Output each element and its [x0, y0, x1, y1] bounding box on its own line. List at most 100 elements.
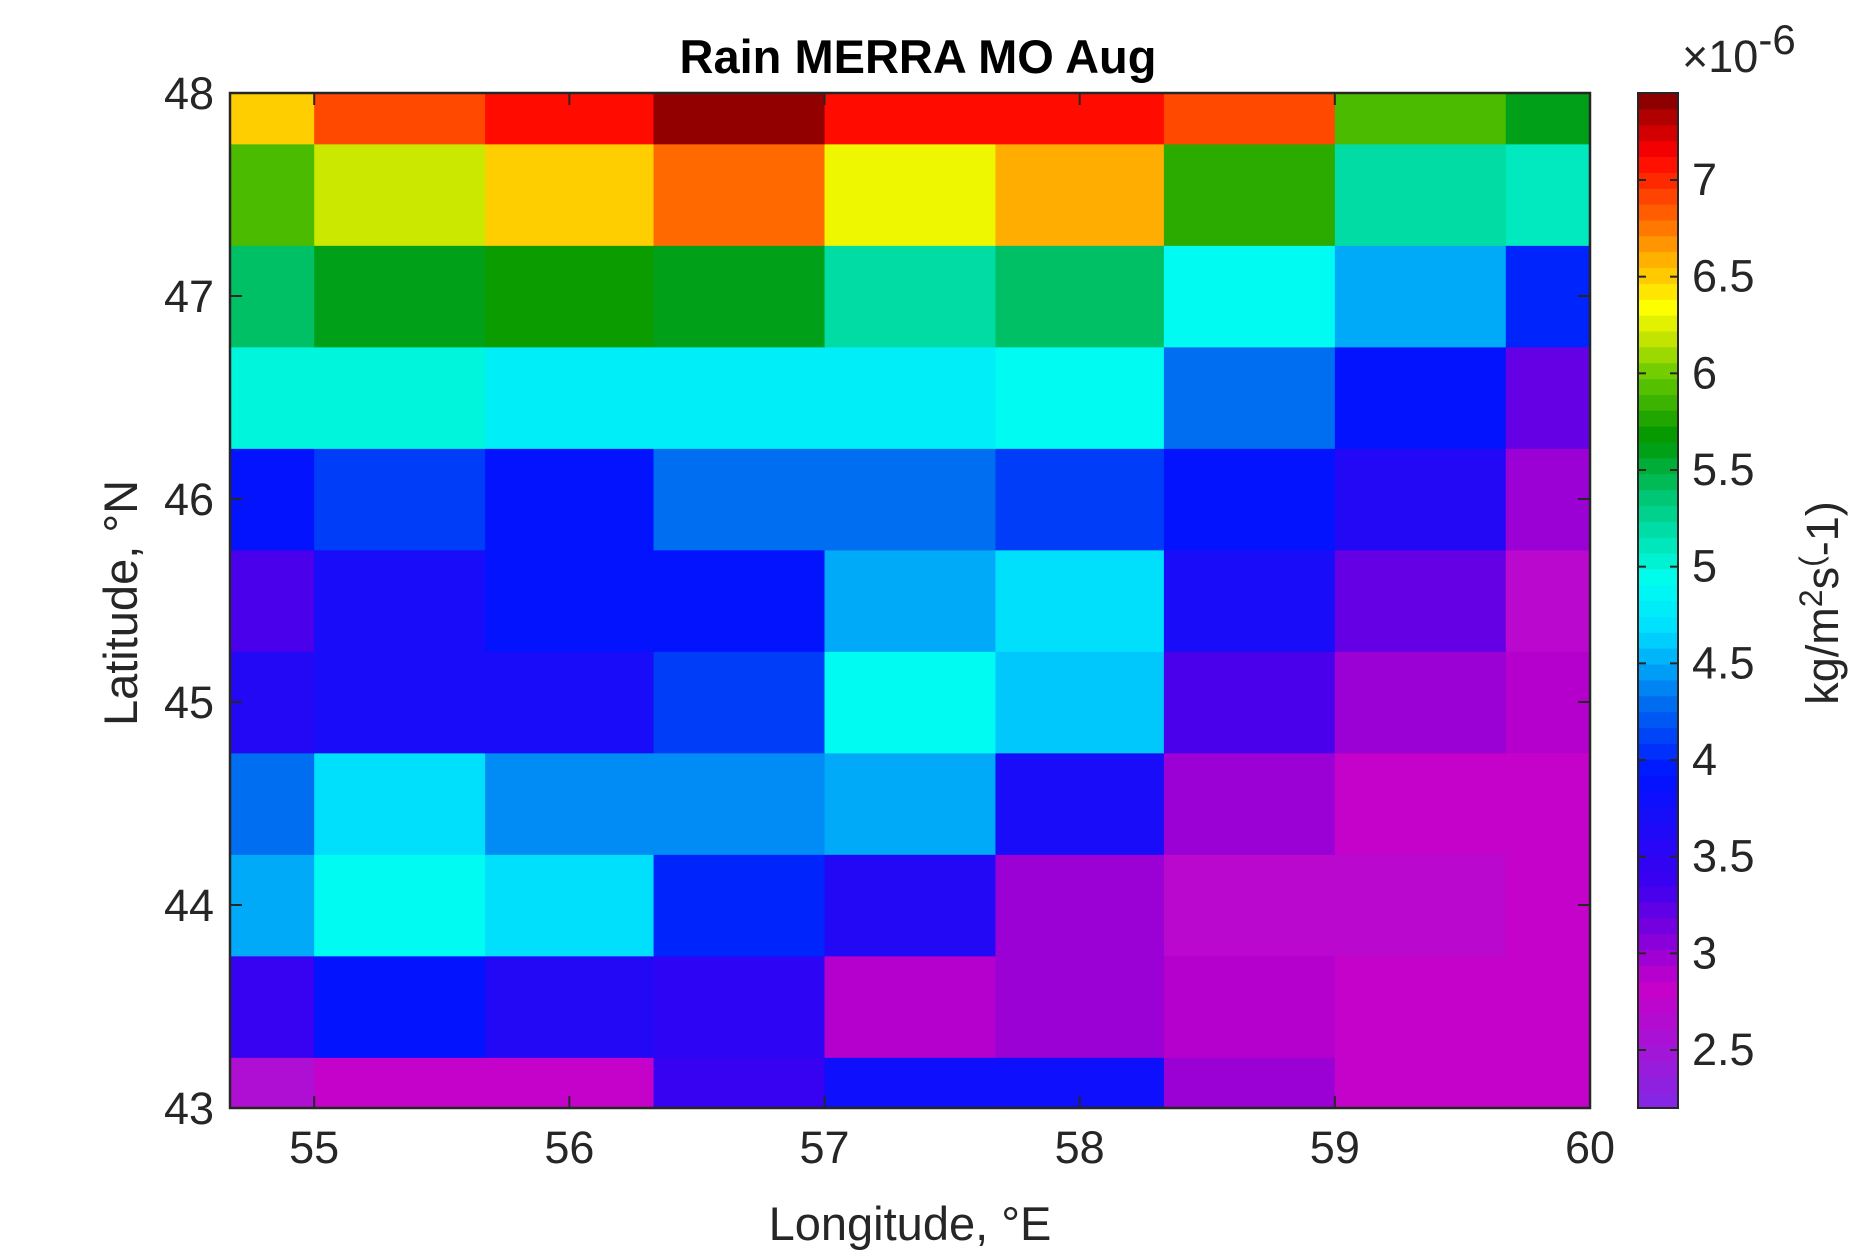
heatmap-cell [653, 955, 826, 1058]
heatmap-cell [1334, 93, 1507, 145]
heatmap-cell [485, 752, 655, 855]
heatmap-cell [314, 448, 486, 551]
colorbar-frame [1637, 92, 1679, 1109]
heatmap-cell [485, 143, 655, 246]
y-tick-label: 43 [164, 1083, 214, 1134]
colorbar-tick-label: 7 [1692, 154, 1717, 205]
colorbar-segment [1638, 204, 1678, 221]
colorbar-segment [1638, 188, 1678, 205]
heatmap-cell [653, 143, 826, 246]
colorbar-segment [1638, 410, 1678, 427]
heatmap-cell [1505, 752, 1591, 855]
heatmap-cell [1334, 346, 1507, 449]
heatmap-cell [1505, 93, 1591, 145]
heatmap-cell [824, 752, 997, 855]
heatmap-cell [230, 854, 315, 957]
colorbar-segment [1638, 537, 1678, 554]
heatmap-cell [1505, 854, 1591, 957]
colorbar-segment [1638, 505, 1678, 522]
colorbar-exponent: ×10-6 [1682, 16, 1796, 82]
colorbar-segment [1638, 441, 1678, 459]
heatmap-cell [995, 651, 1165, 754]
heatmap-cell [995, 955, 1165, 1058]
x-tick-label: 57 [799, 1122, 849, 1173]
heatmap-cell [230, 651, 315, 754]
colorbar-tick-label: 4 [1692, 734, 1717, 785]
colorbar-segment [1638, 1076, 1678, 1093]
x-tick-label: 58 [1055, 1122, 1105, 1173]
colorbar-segment [1638, 219, 1678, 237]
colorbar-segment [1638, 695, 1678, 713]
colorbar-segment [1638, 378, 1678, 395]
heatmap-cell [824, 93, 997, 145]
colorbar-segment [1638, 426, 1678, 443]
colorbar-tick-label: 5 [1692, 541, 1717, 592]
heatmap-cell [824, 448, 997, 551]
heatmap-cell [1334, 651, 1507, 754]
colorbar-segment [1638, 330, 1678, 348]
heatmap-cell [230, 1057, 315, 1109]
colorbar-segment [1638, 473, 1678, 491]
y-tick-label: 45 [164, 677, 214, 728]
heatmap-cell [314, 93, 486, 145]
colorbar-segment [1638, 156, 1678, 173]
colorbar-segment [1638, 457, 1678, 475]
heatmap-cell [314, 549, 486, 652]
colorbar-tick-label: 3 [1692, 927, 1717, 978]
y-tick-label: 47 [164, 271, 214, 322]
colorbar-segment [1638, 806, 1678, 824]
colorbar-segment [1638, 663, 1678, 681]
heatmap-cell [230, 245, 315, 348]
heatmap-cell [230, 143, 315, 246]
colorbar-tick-label: 5.5 [1692, 444, 1755, 495]
heatmap-cell [1505, 346, 1591, 449]
heatmap-cell [485, 346, 655, 449]
heatmap-cells [230, 93, 1591, 1109]
colorbar-segment [1638, 679, 1678, 697]
colorbar-segment [1638, 965, 1678, 982]
heatmap-cell [1334, 854, 1507, 957]
colorbar-segment [1638, 489, 1678, 506]
heatmap-cell [653, 1057, 826, 1109]
heatmap-cell [653, 448, 826, 551]
colorbar-segment [1638, 1028, 1678, 1046]
heatmap-cell [1163, 448, 1336, 551]
heatmap-cell [824, 955, 997, 1058]
heatmap-cell [995, 143, 1165, 246]
heatmap-cell [230, 752, 315, 855]
heatmap-cell [824, 549, 997, 652]
heatmap-cell [1505, 1057, 1591, 1109]
heatmap-cell [314, 752, 486, 855]
colorbar-segment [1638, 394, 1678, 411]
heatmap-cell [1163, 549, 1336, 652]
colorbar-segment [1638, 108, 1678, 126]
heatmap-cell [1505, 448, 1591, 551]
colorbar-tick-label: 2.5 [1692, 1024, 1755, 1075]
heatmap-cell [824, 1057, 997, 1109]
x-tick-label: 55 [289, 1122, 339, 1173]
plot-frame [228, 91, 1592, 1110]
heatmap-cell [485, 549, 655, 652]
colorbar-segment [1638, 600, 1678, 617]
heatmap-cell [1334, 448, 1507, 551]
heatmap-cell [1505, 549, 1591, 652]
colorbar-tick-label: 6.5 [1692, 251, 1755, 302]
heatmap-cell [230, 549, 315, 652]
colorbar-segment [1638, 1092, 1678, 1109]
colorbar-segment [1638, 743, 1678, 760]
heatmap-cell [1334, 955, 1507, 1058]
colorbar-segment [1638, 283, 1678, 300]
colorbar-tick-label: 6 [1692, 347, 1717, 398]
heatmap-cell [1334, 549, 1507, 652]
colorbar-segment [1638, 711, 1678, 728]
colorbar-segment [1638, 299, 1678, 316]
colorbar-segment [1638, 315, 1678, 332]
heatmap-cell [1163, 346, 1336, 449]
heatmap-cell [1163, 93, 1336, 145]
y-axis: 43 44 45 46 47 48 [164, 68, 1590, 1134]
colorbar-segment [1638, 552, 1678, 570]
heatmap-cell [485, 854, 655, 957]
colorbar-segment [1638, 124, 1678, 142]
y-tick-label: 46 [164, 474, 214, 525]
heatmap-cell [824, 346, 997, 449]
